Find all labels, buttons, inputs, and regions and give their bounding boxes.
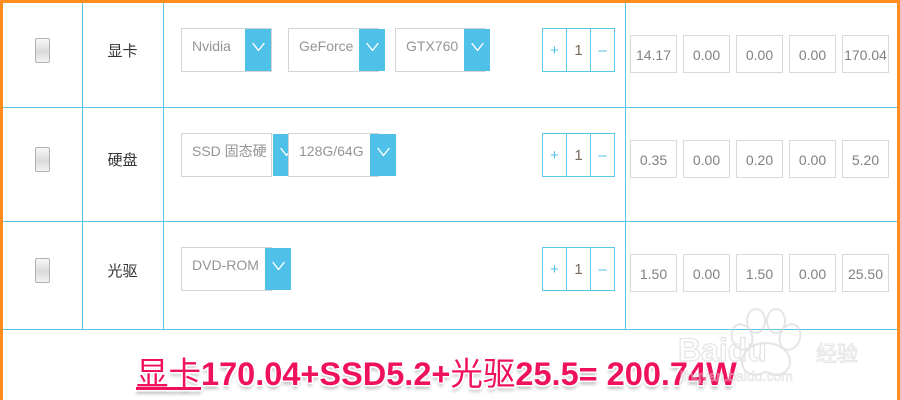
svg-text:Baidu: Baidu [678,332,767,368]
svg-text:经验: 经验 [816,343,858,366]
svg-text:jingyan.baidu.com: jingyan.baidu.com [679,368,793,384]
